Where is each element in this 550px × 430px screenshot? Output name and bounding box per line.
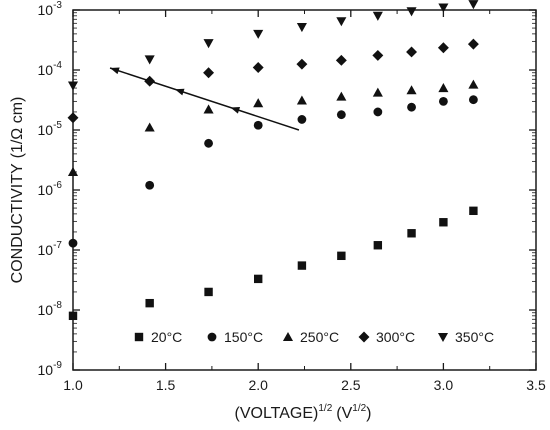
legend: 20°C 150°C 250°C 300°C 350°C xyxy=(134,329,494,345)
data-point-triangle-down xyxy=(296,23,307,33)
data-point-square xyxy=(254,274,263,284)
data-point-circle xyxy=(373,107,383,117)
data-point-triangle-up xyxy=(67,166,79,176)
x-tick-label: 2.0 xyxy=(248,377,268,393)
data-point-triangle-up xyxy=(336,91,347,101)
arrow-head xyxy=(110,67,120,75)
arrow-line xyxy=(109,67,300,131)
x-axis-ticks: 1.0 1.5 2.0 2.5 3.0 3.5 xyxy=(63,10,546,393)
data-point-circle xyxy=(468,95,478,105)
series-diamond xyxy=(67,38,479,124)
legend-item: 20°C xyxy=(134,329,182,345)
data-point-square xyxy=(337,251,346,261)
x-axis-title: (VOLTAGE)1/2 (V1/2) xyxy=(235,403,372,422)
legend-marker-square xyxy=(134,332,144,342)
data-point-triangle-down xyxy=(372,11,383,21)
data-point-square xyxy=(469,206,478,216)
data-point-triangle-down xyxy=(253,29,264,39)
y-tick-label: 10-3 xyxy=(38,0,63,18)
data-point-diamond xyxy=(252,62,264,73)
data-point-circle xyxy=(438,96,448,106)
data-point-diamond xyxy=(203,67,215,79)
legend-marker-triangle-up xyxy=(282,331,294,342)
data-point-diamond xyxy=(335,54,347,66)
data-point-square xyxy=(439,218,448,227)
data-points xyxy=(67,0,479,321)
data-point-circle xyxy=(204,138,213,148)
data-point-square xyxy=(145,298,154,308)
data-point-triangle-down xyxy=(203,39,214,49)
data-point-triangle-down xyxy=(144,55,155,65)
x-tick-label: 1.5 xyxy=(156,377,176,393)
legend-label: 20°C xyxy=(151,329,182,345)
series-square xyxy=(68,206,478,321)
x-tick-label: 3.5 xyxy=(526,377,546,393)
data-point-diamond xyxy=(67,112,79,124)
data-point-circle xyxy=(253,120,263,130)
legend-item: 250°C xyxy=(282,329,339,345)
data-point-triangle-up xyxy=(406,85,417,95)
series-triangle-up xyxy=(67,79,479,176)
legend-label: 250°C xyxy=(300,329,339,345)
data-point-square xyxy=(373,241,383,250)
y-tick-label: 10-8 xyxy=(38,300,63,318)
data-point-triangle-up xyxy=(203,104,214,114)
arrow-head-mid xyxy=(230,106,241,114)
data-point-circle xyxy=(297,115,307,124)
data-point-triangle-down xyxy=(336,17,347,27)
data-point-triangle-up xyxy=(253,98,264,108)
data-point-triangle-down xyxy=(468,0,479,10)
legend-marker-circle xyxy=(207,332,217,342)
data-point-circle xyxy=(407,102,416,112)
data-point-triangle-up xyxy=(468,79,479,89)
trend-arrow xyxy=(109,67,300,131)
y-tick-label: 10-7 xyxy=(38,240,63,258)
legend-label: 300°C xyxy=(376,329,415,345)
x-tick-label: 2.5 xyxy=(341,377,361,393)
y-tick-label: 10-6 xyxy=(38,180,63,198)
data-point-square xyxy=(407,229,416,238)
data-point-triangle-up xyxy=(296,95,307,105)
legend-item: 350°C xyxy=(437,329,494,345)
data-point-triangle-up xyxy=(144,122,155,132)
data-point-square xyxy=(204,287,213,297)
data-point-diamond xyxy=(296,58,308,70)
legend-label: 350°C xyxy=(455,329,494,345)
data-point-circle xyxy=(336,110,346,120)
y-tick-label: 10-4 xyxy=(38,60,63,78)
data-point-triangle-up xyxy=(372,87,383,97)
legend-label: 150°C xyxy=(224,329,263,345)
data-point-triangle-down xyxy=(438,3,449,13)
legend-item: 150°C xyxy=(207,329,263,345)
legend-marker-triangle-down xyxy=(437,332,449,343)
data-point-square xyxy=(297,261,307,270)
y-axis-title: CONDUCTIVITY(1/Ω cm) xyxy=(9,97,26,284)
data-point-triangle-down xyxy=(406,7,417,17)
x-tick-label: 1.0 xyxy=(63,377,83,393)
data-point-diamond xyxy=(437,42,449,54)
y-tick-label: 10-5 xyxy=(38,120,63,138)
legend-item: 300°C xyxy=(358,329,415,345)
y-axis-ticks: 10-3 10-4 10-5 10-6 10-7 10-8 10-9 xyxy=(38,0,536,378)
y-tick-label: 10-9 xyxy=(38,360,63,378)
x-tick-label: 3.0 xyxy=(434,377,454,393)
legend-marker-diamond xyxy=(358,331,370,343)
data-point-triangle-up xyxy=(438,83,449,93)
data-point-circle xyxy=(68,238,78,248)
series-triangle-down xyxy=(67,0,479,91)
data-point-square xyxy=(68,311,78,321)
data-point-diamond xyxy=(372,49,384,61)
data-point-diamond xyxy=(406,46,418,58)
arrow-head-mid xyxy=(174,88,185,96)
data-point-triangle-down xyxy=(67,81,79,91)
data-point-diamond xyxy=(467,38,479,50)
series-circle xyxy=(68,95,478,248)
data-point-circle xyxy=(145,180,155,190)
